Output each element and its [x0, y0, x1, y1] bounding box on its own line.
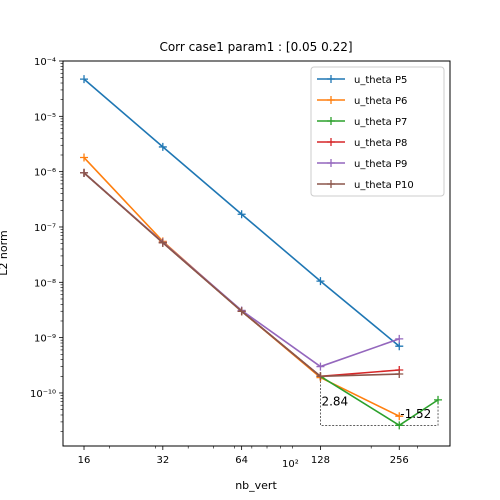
data-point: [395, 342, 404, 351]
legend-label: u_theta P6: [354, 96, 407, 107]
y-tick-label: 10⁻⁴: [34, 57, 56, 68]
y-tick-label: 10⁻⁵: [34, 112, 56, 123]
data-point: [434, 395, 443, 404]
x-tick-label: 32: [156, 455, 169, 466]
data-point: [158, 142, 167, 151]
data-point: [395, 370, 404, 379]
legend-label: u_theta P8: [354, 138, 407, 149]
data-point: [395, 421, 404, 430]
data-point: [316, 372, 325, 381]
x-decade-label: 10²: [282, 459, 299, 470]
data-point: [237, 307, 246, 316]
legend: u_theta P5 u_theta P6 u_theta P7 u_theta P8…: [310, 66, 445, 197]
y-tick-label: 10⁻⁹: [34, 334, 56, 345]
legend-marker: [327, 138, 335, 146]
series-u_theta-p5: [80, 75, 404, 351]
y-tick-label: 10⁻⁶: [34, 168, 56, 179]
data-point: [80, 168, 89, 177]
legend-item: u_theta P8: [317, 138, 407, 149]
legend-marker: [327, 117, 335, 125]
legend-marker: [327, 180, 335, 188]
x-tick-label: 64: [235, 455, 248, 466]
legend-marker: [327, 75, 335, 83]
slope-triangle: [399, 399, 439, 426]
y-axis-label: L2 norm: [0, 230, 10, 275]
chart-title: Corr case1 param1 : [0.05 0.22]: [159, 40, 352, 54]
legend-item: u_theta P9: [317, 159, 407, 170]
legend-item: u_theta P7: [317, 117, 407, 128]
slope-annotation: -1.52: [400, 407, 431, 421]
legend-label: u_theta P5: [354, 75, 407, 86]
data-point: [395, 412, 404, 421]
data-point: [80, 153, 89, 162]
legend-item: u_theta P6: [317, 96, 407, 107]
slope-annotation: 2.84: [321, 395, 348, 409]
legend-box: [310, 66, 445, 197]
legend-marker: [327, 96, 335, 104]
legend-marker: [327, 159, 335, 167]
legend-item: u_theta P10: [317, 180, 414, 191]
x-tick-label: 256: [390, 455, 409, 466]
legend-label: u_theta P10: [354, 180, 414, 191]
y-tick-label: 10⁻⁷: [34, 223, 56, 234]
x-tick-label: 16: [78, 455, 91, 466]
legend-item: u_theta P5: [317, 75, 407, 86]
series-u_theta-p10: [80, 168, 404, 381]
data-point: [158, 238, 167, 247]
y-tick-label: 10⁻⁸: [34, 278, 56, 289]
y-tick-label: 10⁻¹⁰: [30, 389, 56, 400]
data-point: [80, 75, 89, 84]
data-point: [237, 210, 246, 219]
x-axis-label: nb_vert: [235, 479, 277, 492]
data-point: [395, 334, 404, 343]
legend-label: u_theta P7: [354, 117, 407, 128]
data-point: [316, 362, 325, 371]
data-point: [316, 277, 325, 286]
legend-label: u_theta P9: [354, 159, 407, 170]
plot-frame: [62, 60, 451, 447]
slope-triangle: [320, 377, 400, 426]
x-tick-label: 128: [311, 455, 330, 466]
